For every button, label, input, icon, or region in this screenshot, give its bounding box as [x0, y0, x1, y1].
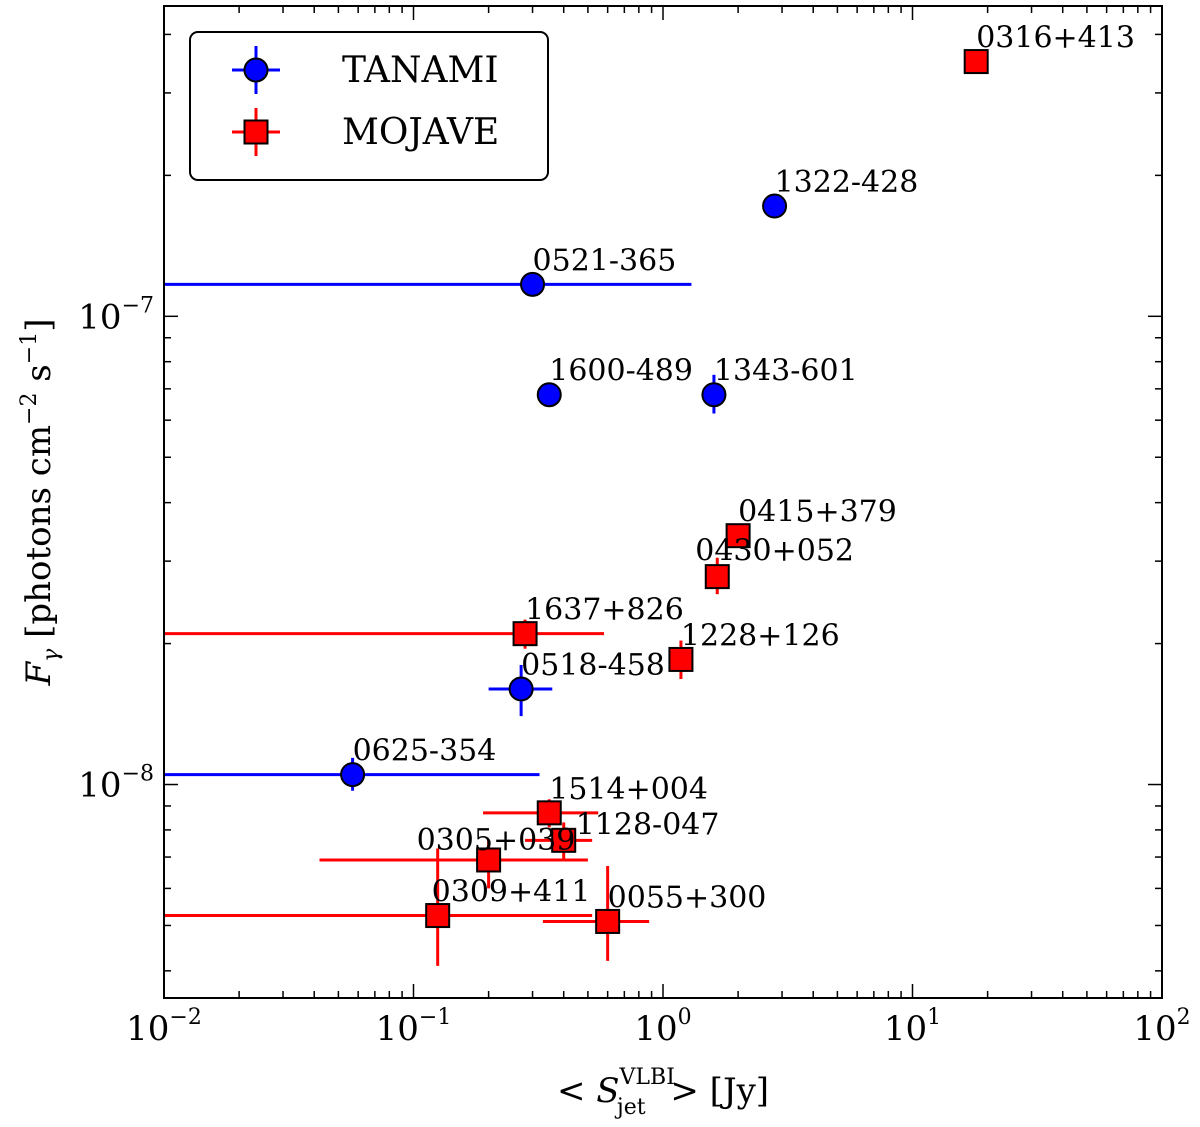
axis-ticks — [163, 6, 1163, 998]
square-marker — [963, 49, 989, 75]
point-label: 0415+379 — [738, 495, 897, 530]
x-tick-exp: 2 — [1177, 1005, 1191, 1030]
point-label: 1343-601 — [714, 354, 858, 389]
data-point-0415+379: 0415+379 — [725, 495, 897, 549]
circle-marker — [520, 271, 546, 297]
square-marker — [704, 564, 730, 590]
point-label: 1128-047 — [576, 807, 720, 842]
point-label: 1637+826 — [525, 593, 684, 628]
y-tick-base: 10 — [78, 766, 121, 806]
data-point-0430+052: 0430+052 — [695, 534, 854, 595]
x-tick-exp: −2 — [169, 1005, 201, 1030]
data-point-0316+413: 0316+413 — [963, 21, 1135, 75]
square-marker — [476, 847, 502, 873]
point-label: 1322-428 — [775, 165, 919, 200]
x-axis-title: < SVLBI jet > [Jy] — [557, 1065, 769, 1120]
legend: TANAMI MOJAVE — [189, 31, 549, 181]
point-label: 0430+052 — [695, 534, 854, 569]
data-point-0521-365: 0521-365 — [164, 243, 692, 297]
data-point-0305+039: 0305+039 — [319, 823, 588, 889]
circle-marker — [340, 762, 366, 788]
x-tick-base: 10 — [884, 1009, 927, 1049]
point-label: 0316+413 — [976, 21, 1135, 56]
circle-marker — [508, 676, 534, 702]
data-point-0309+411: 0309+411 — [164, 848, 593, 966]
x-tick-base: 10 — [634, 1009, 677, 1049]
legend-label: TANAMI — [342, 50, 499, 91]
x-tick-label: 101 — [884, 1005, 941, 1049]
data-point-1128-047: 1128-047 — [525, 807, 719, 860]
y-axis-title-end: ] — [19, 319, 59, 332]
x-axis-title-suffix: > [Jy] — [660, 1071, 769, 1111]
x-tick-label: 10−2 — [126, 1005, 202, 1049]
data-point-1600-489: 1600-489 — [536, 354, 693, 408]
point-label: 0055+300 — [608, 880, 767, 915]
data-point-0625-354: 0625-354 — [164, 734, 540, 791]
x-tick-exp: 1 — [927, 1005, 941, 1030]
square-marker — [595, 908, 621, 934]
legend-label: MOJAVE — [342, 112, 499, 153]
x-tick-exp: 0 — [678, 1005, 692, 1030]
y-axis-title-mid: s — [19, 364, 59, 392]
square-marker — [551, 827, 577, 853]
legend-circle-marker — [243, 57, 269, 83]
square-marker — [668, 646, 694, 672]
x-tick-base: 10 — [376, 1009, 419, 1049]
data-point-1322-428: 1322-428 — [762, 165, 919, 219]
x-axis-title-symbol: S — [596, 1071, 619, 1111]
y-tick-base: 10 — [78, 297, 121, 337]
y-axis-title-symbol: F — [19, 660, 59, 686]
square-marker — [536, 800, 562, 826]
point-label: 1600-489 — [549, 354, 693, 389]
point-label: 0521-365 — [533, 243, 677, 278]
y-tick-label: 10−8 — [78, 762, 154, 806]
point-label: 0518-458 — [521, 648, 665, 683]
circle-marker — [762, 193, 788, 219]
legend-entry-MOJAVE: MOJAVE — [232, 108, 499, 156]
point-label: 0309+411 — [432, 875, 591, 910]
x-tick-base: 10 — [1133, 1009, 1176, 1049]
x-tick-label: 100 — [634, 1005, 691, 1049]
x-axis-title-prefix: < — [557, 1071, 596, 1111]
data-point-1514+004: 1514+004 — [483, 772, 708, 828]
data-point-0518-458: 0518-458 — [488, 648, 665, 717]
point-label: 0305+039 — [417, 823, 576, 858]
legend-entry-TANAMI: TANAMI — [232, 46, 499, 94]
y-tick-label: 10−7 — [78, 293, 154, 337]
x-tick-exp: −1 — [419, 1005, 451, 1030]
x-axis-title-sup: VLBI — [619, 1065, 675, 1090]
point-label: 1228+126 — [681, 618, 840, 653]
x-tick-base: 10 — [126, 1009, 169, 1049]
y-axis-title-sub: γ — [39, 648, 64, 662]
data-point-0055+300: 0055+300 — [542, 865, 767, 961]
y-axis-title-exp1: −2 — [17, 393, 42, 425]
y-axis-title-exp2: −1 — [17, 332, 42, 364]
data-point-1228+126: 1228+126 — [668, 618, 840, 680]
x-axis-title-sub: jet — [614, 1095, 646, 1120]
legend-square-marker — [243, 119, 269, 145]
x-tick-label: 10−1 — [376, 1005, 452, 1049]
y-axis-title-text: [photons cm — [19, 425, 59, 649]
y-tick-exp: −8 — [122, 762, 154, 787]
chart-marks: 1322-428 0521-365 1600-489 1343-601 0518-458… — [164, 21, 1135, 966]
data-point-1637+826: 1637+826 — [164, 593, 684, 649]
circle-marker — [701, 382, 727, 408]
circle-marker — [536, 382, 562, 408]
point-label: 1514+004 — [549, 772, 708, 807]
data-point-1343-601: 1343-601 — [701, 354, 858, 414]
square-marker — [512, 621, 538, 647]
x-tick-label: 102 — [1133, 1005, 1190, 1049]
y-tick-exp: −7 — [122, 293, 154, 318]
square-marker — [425, 903, 451, 929]
point-label: 0625-354 — [353, 734, 497, 769]
square-marker — [725, 523, 751, 549]
y-axis-title: Fγ [photons cm−2 s−1] — [17, 319, 64, 687]
